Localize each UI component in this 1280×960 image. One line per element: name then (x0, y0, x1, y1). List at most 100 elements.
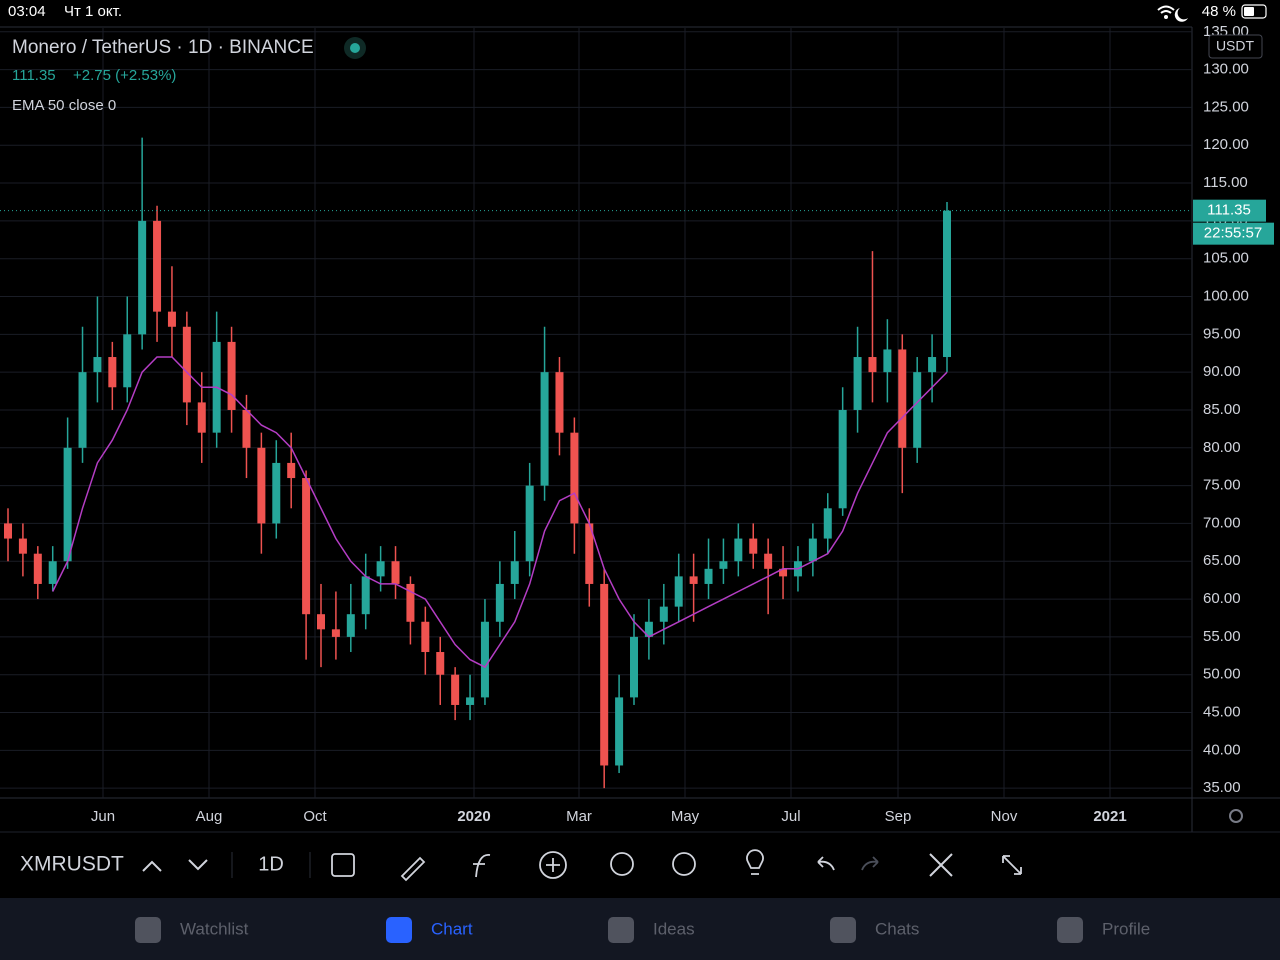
candle-body (570, 432, 579, 524)
x-tick-label: 2021 (1093, 808, 1126, 825)
tab-label[interactable]: Chats (875, 919, 919, 938)
symbol[interactable]: XMRUSDT (20, 853, 124, 876)
candle-body (63, 447, 72, 562)
x-tick-label: Jun (91, 808, 115, 825)
candle-body (48, 561, 57, 584)
candle-body (108, 357, 117, 388)
currency-badge[interactable] (1208, 34, 1263, 59)
y-tick-label: 75.00 (1203, 477, 1241, 494)
x-tick-label: 2020 (457, 808, 490, 825)
candle-body (644, 621, 653, 637)
candle-body (302, 478, 311, 615)
countdown-badge (1193, 222, 1274, 245)
redo-icon (861, 856, 879, 871)
candle-body (704, 568, 713, 584)
candle-body (853, 357, 862, 410)
candle-body (287, 462, 296, 479)
candle-body (540, 372, 549, 486)
compare-icon[interactable] (331, 853, 355, 877)
candle-body (943, 210, 951, 358)
candle-body (227, 341, 236, 410)
tab-label[interactable]: Ideas (653, 919, 695, 938)
candle-body (257, 447, 266, 524)
candle-body (167, 311, 176, 327)
tools-icon[interactable] (929, 853, 953, 877)
candle-body (615, 697, 624, 766)
tab-icon[interactable] (386, 917, 412, 943)
candle-body (823, 508, 832, 539)
next-symbol[interactable] (188, 859, 208, 871)
y-tick-label: 85.00 (1203, 401, 1241, 418)
candle-body (525, 485, 534, 562)
add-plus (546, 858, 560, 872)
candle-body (436, 652, 445, 675)
candle-body (689, 576, 698, 584)
interval[interactable]: 1D (258, 853, 284, 875)
y-tick-label: 100.00 (1203, 287, 1249, 304)
candle-body (406, 583, 415, 622)
wifi-icon (1157, 5, 1175, 14)
y-tick-label: 120.00 (1203, 136, 1249, 153)
candle-body (659, 606, 668, 622)
candle-body (749, 538, 758, 554)
candle-body (555, 372, 564, 433)
x-tick-label: Aug (196, 808, 223, 825)
candle-body (242, 409, 251, 448)
fullscreen-icon[interactable] (1002, 855, 1022, 875)
alert-icon[interactable] (610, 852, 634, 876)
y-tick-label: 90.00 (1203, 363, 1241, 380)
tab-icon[interactable] (1057, 917, 1083, 943)
ema-line (52, 356, 948, 669)
chart-title: Monero / TetherUS · 1D · BINANCE (12, 37, 314, 58)
tab-icon[interactable] (135, 917, 161, 943)
indicators-icon[interactable] (473, 854, 491, 878)
candle-body (317, 614, 325, 630)
candle-body (33, 553, 42, 584)
tabs: Watchlist Chart Ideas Chats Profile (135, 917, 1150, 943)
indicator-label: EMA 50 close 0 (12, 97, 116, 114)
last-price-axis-label: 111.35 (1207, 202, 1251, 219)
ideas-icon[interactable] (746, 849, 764, 875)
candle-body (153, 220, 162, 312)
status-dot (350, 43, 360, 53)
candle-body (898, 349, 907, 448)
candle-body (734, 538, 743, 562)
wifi-dot (1164, 15, 1168, 19)
last-price-badge (1193, 199, 1266, 222)
countdown-label: 22:55:57 (1204, 225, 1262, 242)
plot (0, 137, 1192, 789)
draw-icon[interactable] (400, 856, 426, 882)
candle-body (913, 372, 922, 448)
candle-body (779, 568, 788, 577)
y-tick-label: 45.00 (1203, 703, 1241, 720)
candle-body (674, 576, 683, 607)
settings-icon[interactable] (1229, 809, 1243, 823)
price-change: +2.75 (+2.53%) (73, 67, 176, 84)
x-tick-label: Jul (781, 808, 800, 825)
tab-label[interactable]: Watchlist (180, 919, 249, 938)
tab-label[interactable]: Profile (1102, 919, 1150, 938)
candle-body (808, 538, 817, 562)
x-tick-label: Sep (885, 808, 912, 825)
candle-body (868, 357, 877, 373)
y-tick-label: 65.00 (1203, 552, 1241, 569)
candle-body (376, 561, 385, 577)
prev-symbol[interactable] (142, 860, 162, 872)
add-icon[interactable] (539, 851, 567, 879)
tab-icon[interactable] (830, 917, 856, 943)
tab-icon[interactable] (608, 917, 634, 943)
alerts-list-icon[interactable] (672, 852, 696, 876)
candle-body (331, 629, 340, 637)
tab-label[interactable]: Chart (431, 919, 473, 938)
battery-level: 48 % (1202, 3, 1236, 20)
grid (0, 28, 1192, 798)
undo-icon[interactable] (817, 856, 835, 871)
y-tick-label: 55.00 (1203, 628, 1241, 645)
candle-body (123, 334, 132, 388)
candle-body (928, 357, 937, 373)
candle-body (451, 674, 460, 705)
y-tick-label: 95.00 (1203, 325, 1241, 342)
axis: 35.00 40.00 45.00 50.00 55.00 60.00 65.00 70.00… (91, 23, 1274, 825)
